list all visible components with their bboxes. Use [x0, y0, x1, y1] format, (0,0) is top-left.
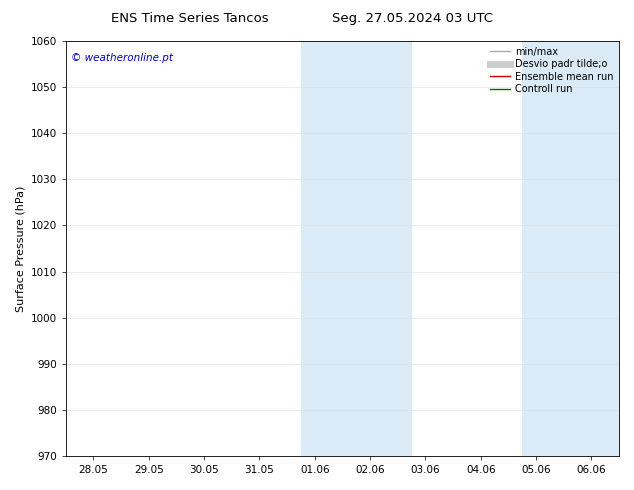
Y-axis label: Surface Pressure (hPa): Surface Pressure (hPa): [15, 185, 25, 312]
Text: Seg. 27.05.2024 03 UTC: Seg. 27.05.2024 03 UTC: [332, 12, 493, 25]
Bar: [522, 41, 619, 456]
Legend: min/max, Desvio padr tilde;o, Ensemble mean run, Controll run: min/max, Desvio padr tilde;o, Ensemble m…: [486, 43, 617, 98]
Text: © weatheronline.pt: © weatheronline.pt: [72, 53, 173, 64]
Bar: [301, 41, 411, 456]
Text: ENS Time Series Tancos: ENS Time Series Tancos: [112, 12, 269, 25]
